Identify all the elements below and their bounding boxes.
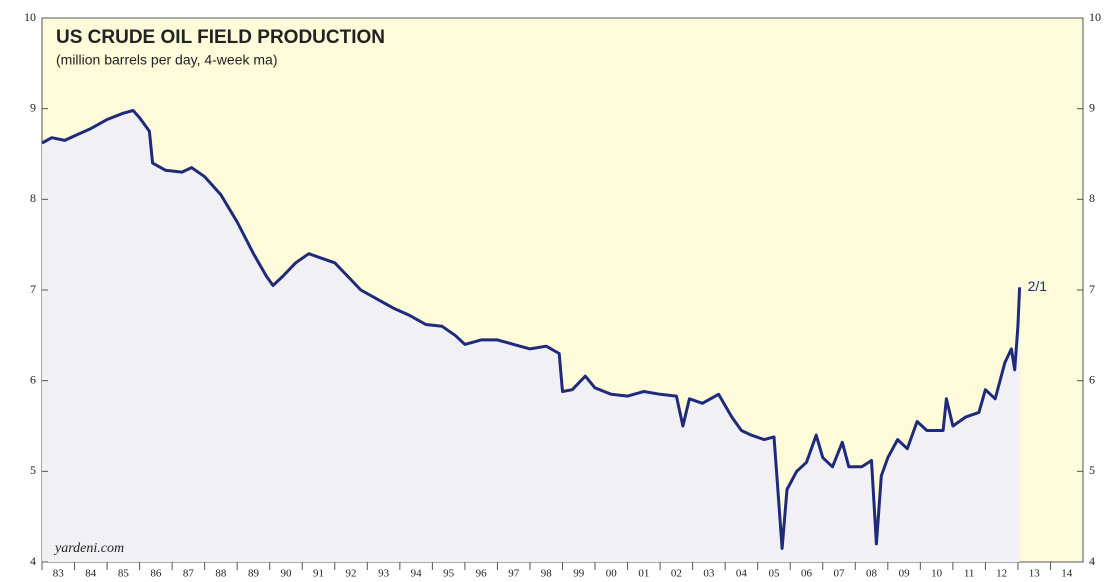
y-tick-label: 8 <box>30 191 36 205</box>
y2-tick-label: 10 <box>1089 10 1101 24</box>
x-tick-label: 95 <box>443 568 455 580</box>
x-tick-label: 97 <box>508 568 520 580</box>
x-tick-label: 04 <box>736 568 748 580</box>
x-tick-label: 08 <box>866 568 878 580</box>
x-tick-label: 89 <box>248 568 260 580</box>
x-tick-label: 83 <box>53 568 65 580</box>
x-tick-label: 13 <box>1029 568 1041 580</box>
x-tick-label: 12 <box>996 568 1007 580</box>
x-tick-label: 96 <box>476 568 488 580</box>
x-tick-label: 88 <box>215 568 227 580</box>
y-tick-label: 9 <box>30 100 36 114</box>
y2-tick-label: 7 <box>1089 282 1095 296</box>
y-tick-label: 7 <box>30 282 36 296</box>
x-tick-label: 91 <box>313 568 324 580</box>
x-tick-label: 05 <box>768 568 780 580</box>
y2-tick-label: 8 <box>1089 191 1095 205</box>
x-tick-label: 87 <box>183 568 195 580</box>
chart-title: US CRUDE OIL FIELD PRODUCTION <box>56 27 385 48</box>
y2-tick-label: 4 <box>1089 554 1095 568</box>
x-tick-label: 94 <box>411 568 423 580</box>
area-fill <box>42 110 1020 562</box>
source: yardeni.com <box>53 541 124 556</box>
y-tick-label: 10 <box>24 10 36 24</box>
y-tick-label: 5 <box>30 463 36 477</box>
y-tick-label: 4 <box>30 554 36 568</box>
annotation: 2/1 <box>1028 278 1048 294</box>
x-tick-label: 11 <box>964 568 975 580</box>
x-tick-label: 86 <box>150 568 162 580</box>
x-tick-label: 02 <box>671 568 682 580</box>
x-tick-label: 01 <box>638 568 649 580</box>
y2-tick-label: 9 <box>1089 100 1095 114</box>
x-tick-label: 90 <box>280 568 292 580</box>
y-tick-label: 6 <box>30 372 36 386</box>
y2-tick-label: 5 <box>1089 463 1095 477</box>
x-tick-label: 00 <box>606 568 618 580</box>
x-tick-label: 06 <box>801 568 813 580</box>
x-tick-label: 85 <box>118 568 130 580</box>
chart-subtitle: (million barrels per day, 4-week ma) <box>56 52 277 68</box>
x-tick-label: 92 <box>346 568 357 580</box>
x-tick-label: 07 <box>834 568 846 580</box>
x-tick-label: 98 <box>541 568 553 580</box>
x-tick-label: 14 <box>1061 568 1073 580</box>
x-tick-label: 03 <box>703 568 715 580</box>
x-tick-label: 99 <box>573 568 585 580</box>
x-tick-label: 10 <box>931 568 943 580</box>
line <box>41 109 1022 550</box>
x-tick-label: 84 <box>85 568 97 580</box>
x-tick-label: 09 <box>899 568 911 580</box>
y2-tick-label: 6 <box>1089 372 1095 386</box>
x-tick-label: 93 <box>378 568 390 580</box>
